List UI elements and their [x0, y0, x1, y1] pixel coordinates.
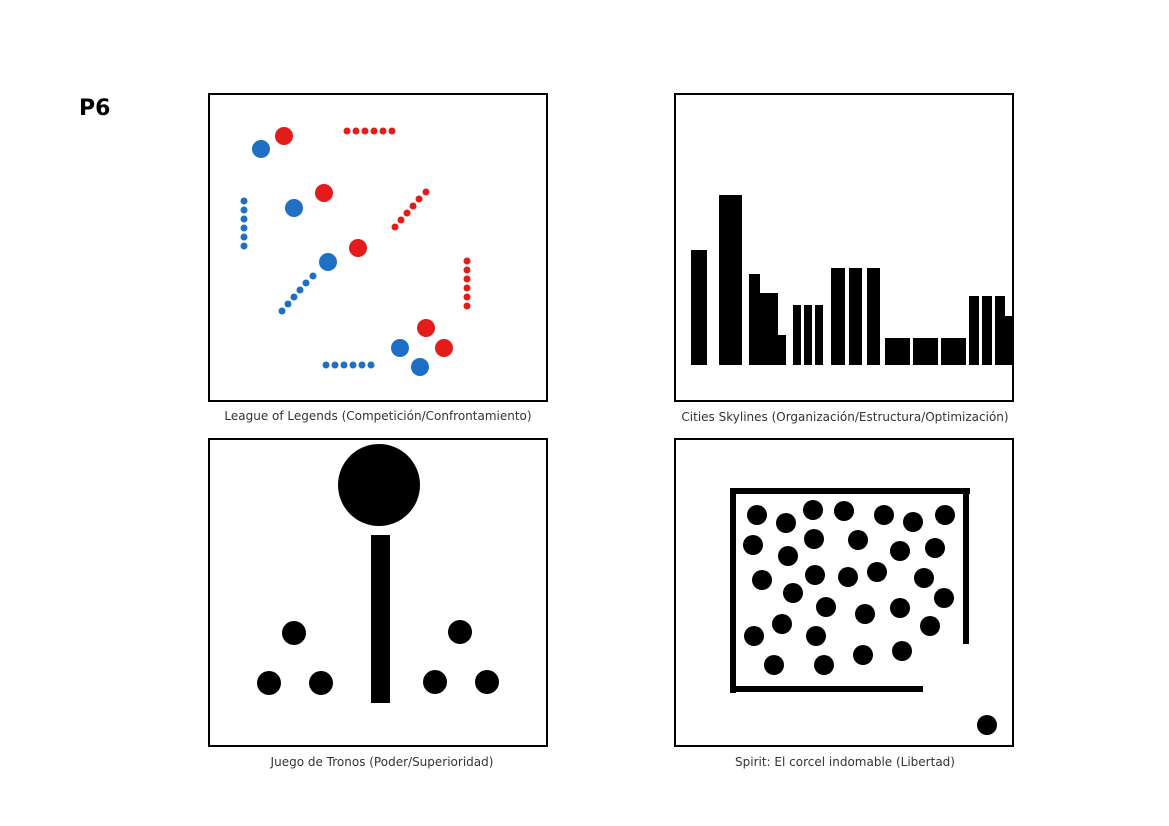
building-bar [831, 268, 845, 365]
enclosed-circle [803, 500, 823, 520]
enclosure-wall-right [963, 488, 969, 644]
enclosed-circle [892, 641, 912, 661]
blue-circle [319, 253, 337, 271]
enclosed-circle [764, 655, 784, 675]
building-bar [849, 268, 862, 365]
red-circle [275, 127, 293, 145]
enclosed-circle [935, 505, 955, 525]
building-bar [941, 338, 966, 365]
blue-circle [285, 199, 303, 217]
blue-circle [391, 339, 409, 357]
red-circle [417, 319, 435, 337]
enclosed-circle [920, 616, 940, 636]
building-bar [1004, 316, 1012, 365]
enclosed-circle [934, 588, 954, 608]
enclosed-circle [925, 538, 945, 558]
small-circle [423, 670, 447, 694]
enclosed-circle [783, 583, 803, 603]
red-circle [349, 239, 367, 257]
blue-dots-column-left [240, 197, 248, 250]
enclosed-circle [778, 546, 798, 566]
enclosed-circle [874, 505, 894, 525]
caption-spirit: Spirit: El corcel indomable (Libertad) [735, 755, 955, 769]
enclosed-circle [914, 568, 934, 588]
vertical-pillar [371, 535, 390, 703]
enclosed-circle [752, 570, 772, 590]
blue-circle [252, 140, 270, 158]
building-bar [804, 305, 812, 365]
panel-spirit [674, 438, 1014, 747]
enclosed-circle [867, 562, 887, 582]
building-bar [867, 268, 880, 365]
small-circle [282, 621, 306, 645]
enclosure-wall-left [730, 488, 736, 693]
enclosed-circle [772, 614, 792, 634]
building-bar [913, 338, 938, 365]
enclosed-circle [848, 530, 868, 550]
small-circle [448, 620, 472, 644]
building-bar [749, 274, 760, 365]
building-bar [777, 335, 786, 365]
panel-league-of-legends [208, 93, 548, 402]
small-circle [309, 671, 333, 695]
red-circle [315, 184, 333, 202]
enclosure-wall-top [730, 488, 970, 494]
enclosure-wall-bottom [730, 686, 923, 692]
caption-cities-skylines: Cities Skylines (Organización/Estructura… [681, 410, 1009, 424]
enclosed-circle [814, 655, 834, 675]
enclosed-circle [805, 565, 825, 585]
spirit-diagram [730, 488, 997, 735]
blue-circle [411, 358, 429, 376]
page-label: P6 [79, 96, 111, 121]
enclosed-circle [903, 512, 923, 532]
enclosed-circle [806, 626, 826, 646]
enclosed-circle [890, 541, 910, 561]
building-bar [719, 195, 742, 365]
building-bar [969, 296, 979, 365]
large-circle [338, 444, 420, 526]
building-bar [793, 305, 801, 365]
caption-juego-de-tronos: Juego de Tronos (Poder/Superioridad) [270, 755, 494, 769]
building-bar [815, 305, 823, 365]
building-bar [885, 338, 910, 365]
juego-de-tronos-diagram [257, 444, 499, 703]
building-bar [995, 296, 1005, 365]
blue-dots-diagonal [278, 272, 317, 315]
enclosed-circle [853, 645, 873, 665]
enclosed-circle [747, 505, 767, 525]
enclosed-circle [776, 513, 796, 533]
panel-juego-de-tronos [208, 438, 548, 747]
league-of-legends-diagram [240, 127, 471, 376]
red-dots-column-right [463, 257, 471, 310]
building-bar [760, 293, 778, 365]
enclosed-circle [890, 598, 910, 618]
enclosed-circle [804, 529, 824, 549]
caption-league-of-legends: League of Legends (Competición/Confronta… [224, 409, 532, 423]
panel-cities-skylines [674, 93, 1014, 402]
red-dots-diagonal [391, 188, 430, 231]
red-dots-row-top [343, 127, 396, 135]
escaped-circle [977, 715, 997, 735]
building-bar [982, 296, 992, 365]
enclosed-circle [855, 604, 875, 624]
enclosed-circle [816, 597, 836, 617]
enclosed-circle [744, 626, 764, 646]
cities-skylines-diagram [691, 195, 1012, 365]
building-bar [691, 250, 707, 365]
small-circle [475, 670, 499, 694]
enclosed-circle [838, 567, 858, 587]
small-circle [257, 671, 281, 695]
enclosed-circle [834, 501, 854, 521]
red-circle [435, 339, 453, 357]
blue-dots-row-bottom [322, 361, 375, 369]
enclosed-circle [743, 535, 763, 555]
